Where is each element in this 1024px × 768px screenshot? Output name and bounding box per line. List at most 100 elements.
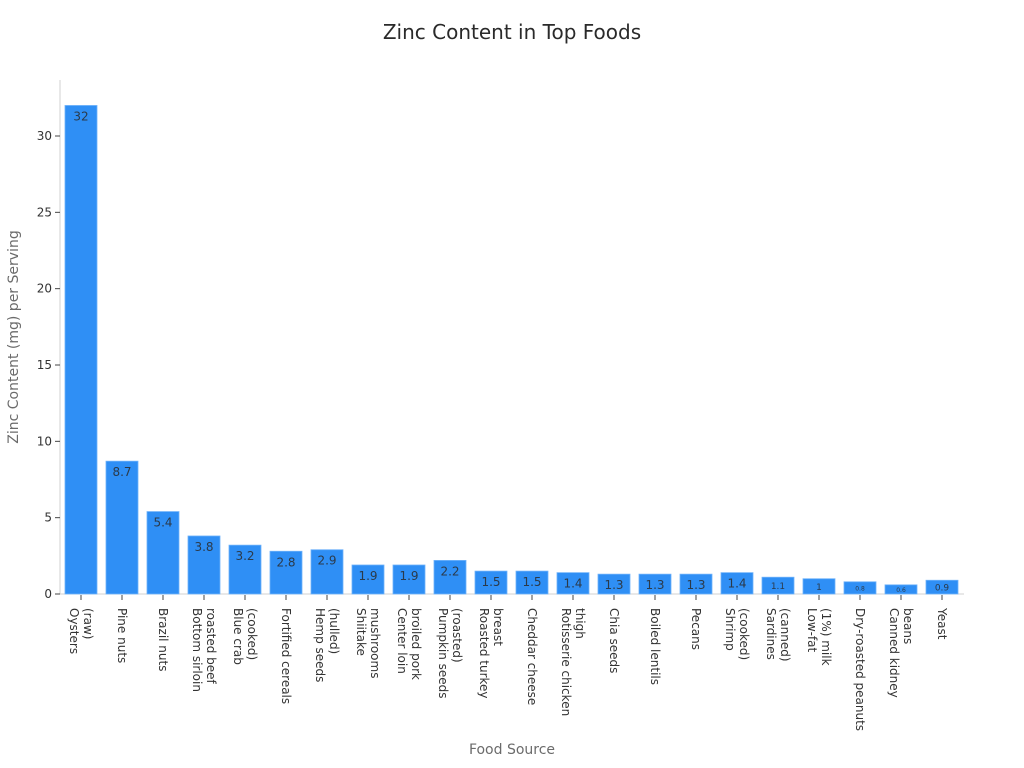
bar <box>638 573 672 595</box>
x-tick-label: Pecans <box>689 608 703 650</box>
bar <box>228 544 262 595</box>
x-tick-label: Fortified cereals <box>279 608 293 704</box>
x-tick-label: Yeast <box>935 607 949 640</box>
x-tick-label: Cheddar cheese <box>525 608 539 705</box>
bar-value-label: 1.4 <box>727 577 746 591</box>
bar-value-label: 3.8 <box>194 540 213 554</box>
bar <box>884 584 918 595</box>
svg-text:Blue crab: Blue crab <box>231 608 245 665</box>
bar-value-label: 2.8 <box>276 555 295 569</box>
svg-text:Pumpkin seeds: Pumpkin seeds <box>436 608 450 699</box>
svg-text:Roasted turkey: Roasted turkey <box>477 608 491 699</box>
bar <box>720 572 754 595</box>
x-tick-label: Center loin broiled pork <box>395 608 423 680</box>
x-tick-label: Dry-roasted peanuts <box>853 608 867 731</box>
svg-text:Chia seeds: Chia seeds <box>607 608 621 673</box>
x-tick-label: Pine nuts <box>115 608 129 663</box>
svg-text:Oysters: Oysters <box>67 608 81 654</box>
bar <box>269 550 303 595</box>
x-axis-label: Food Source <box>468 742 556 758</box>
svg-text:Center loin: Center loin <box>395 608 409 674</box>
bar <box>392 564 426 595</box>
bar-value-label: 1.5 <box>481 575 500 589</box>
svg-text:Brazil nuts: Brazil nuts <box>156 608 170 671</box>
svg-text:(roasted): (roasted) <box>450 608 464 663</box>
svg-text:roasted beef: roasted beef <box>204 608 218 685</box>
svg-text:Hemp seeds: Hemp seeds <box>313 608 327 682</box>
bar-value-label: 2.2 <box>440 564 459 578</box>
x-tick-label: Oysters (raw) <box>67 608 95 654</box>
bar <box>105 460 139 595</box>
x-tick-label: Hemp seeds (hulled) <box>313 608 341 682</box>
x-tick-label: Sardines (canned) <box>764 608 792 662</box>
x-axis: Oysters (raw) Pine nuts Brazil nuts Bottom s… <box>60 593 964 731</box>
svg-text:Fortified cereals: Fortified cereals <box>279 608 293 704</box>
bar <box>64 105 98 595</box>
bar-value-label: 1 <box>816 583 822 593</box>
x-tick-label: Roasted turkey breast <box>477 608 505 699</box>
svg-text:Boiled lentils: Boiled lentils <box>648 608 662 685</box>
bar-value-label: 3.2 <box>235 549 254 563</box>
bar <box>925 579 959 595</box>
x-tick-label: Shiitake mushrooms <box>354 608 382 678</box>
svg-text:Yeast: Yeast <box>935 607 949 640</box>
svg-text:Shiitake: Shiitake <box>354 608 368 656</box>
bar-value-label: 2.9 <box>317 554 336 568</box>
svg-text:Sardines: Sardines <box>764 608 778 660</box>
bar-value-label: 0.6 <box>896 587 906 594</box>
bars: 32 8.7 5.4 3.8 3.2 2.8 2.9 1.9 1.9 2.2 1.5 1.5 1.4 1.… <box>64 105 959 595</box>
x-tick-label: Rotisserie chicken thigh <box>559 608 587 716</box>
svg-text:thigh: thigh <box>573 608 587 639</box>
bar <box>556 572 590 595</box>
x-tick-label: Boiled lentils <box>648 608 662 685</box>
svg-text:mushrooms: mushrooms <box>368 608 382 678</box>
y-tick-label: 30 <box>37 129 52 143</box>
bar <box>351 564 385 595</box>
svg-text:Rotisserie chicken: Rotisserie chicken <box>559 608 573 716</box>
bar-value-label: 0.8 <box>855 585 865 592</box>
x-tick-label: Blue crab (cooked) <box>231 608 259 665</box>
svg-text:Pine nuts: Pine nuts <box>115 608 129 663</box>
x-tick-label: Bottom sirloin roasted beef <box>190 608 218 692</box>
svg-text:beans: beans <box>901 608 915 644</box>
svg-text:Low-fat: Low-fat <box>805 608 819 653</box>
svg-text:Cheddar cheese: Cheddar cheese <box>525 608 539 705</box>
bar <box>146 511 180 595</box>
bar-value-label: 1.9 <box>399 569 418 583</box>
bar <box>597 573 631 595</box>
y-tick-label: 10 <box>37 434 52 448</box>
x-tick-label: Brazil nuts <box>156 608 170 671</box>
bar-value-label: 0.9 <box>935 584 950 594</box>
y-tick-label: 0 <box>44 587 52 601</box>
bar-value-label: 1.3 <box>645 578 664 592</box>
bar <box>679 573 713 595</box>
svg-text:(cooked): (cooked) <box>737 608 751 660</box>
bar <box>515 570 549 595</box>
x-tick-label: Shrimp (cooked) <box>723 608 751 660</box>
bar <box>843 581 877 595</box>
bar-value-label: 1.5 <box>522 575 541 589</box>
bar-value-label: 1.9 <box>358 569 377 583</box>
bar-value-label: 8.7 <box>112 465 131 479</box>
svg-text:Pecans: Pecans <box>689 608 703 650</box>
svg-text:(raw): (raw) <box>81 608 95 639</box>
bar-value-label: 1.4 <box>563 577 582 591</box>
bar-value-label: 1.3 <box>604 578 623 592</box>
bar <box>187 535 221 595</box>
bar <box>433 560 467 595</box>
svg-text:(cooked): (cooked) <box>245 608 259 660</box>
chart-title: Zinc Content in Top Foods <box>382 20 642 44</box>
y-tick-label: 20 <box>37 282 52 296</box>
bar-value-label: 32 <box>73 109 88 123</box>
svg-text:(hulled): (hulled) <box>327 608 341 654</box>
bar <box>802 578 836 595</box>
bar <box>310 549 344 595</box>
y-axis: 0 5 10 15 20 25 30 <box>37 80 61 601</box>
y-tick-label: 15 <box>37 358 52 372</box>
svg-text:(canned): (canned) <box>778 608 792 662</box>
svg-text:Bottom sirloin: Bottom sirloin <box>190 608 204 692</box>
bar-value-label: 1.3 <box>686 578 705 592</box>
x-tick-label: Pumpkin seeds (roasted) <box>436 608 464 699</box>
y-tick-label: 5 <box>44 511 52 525</box>
